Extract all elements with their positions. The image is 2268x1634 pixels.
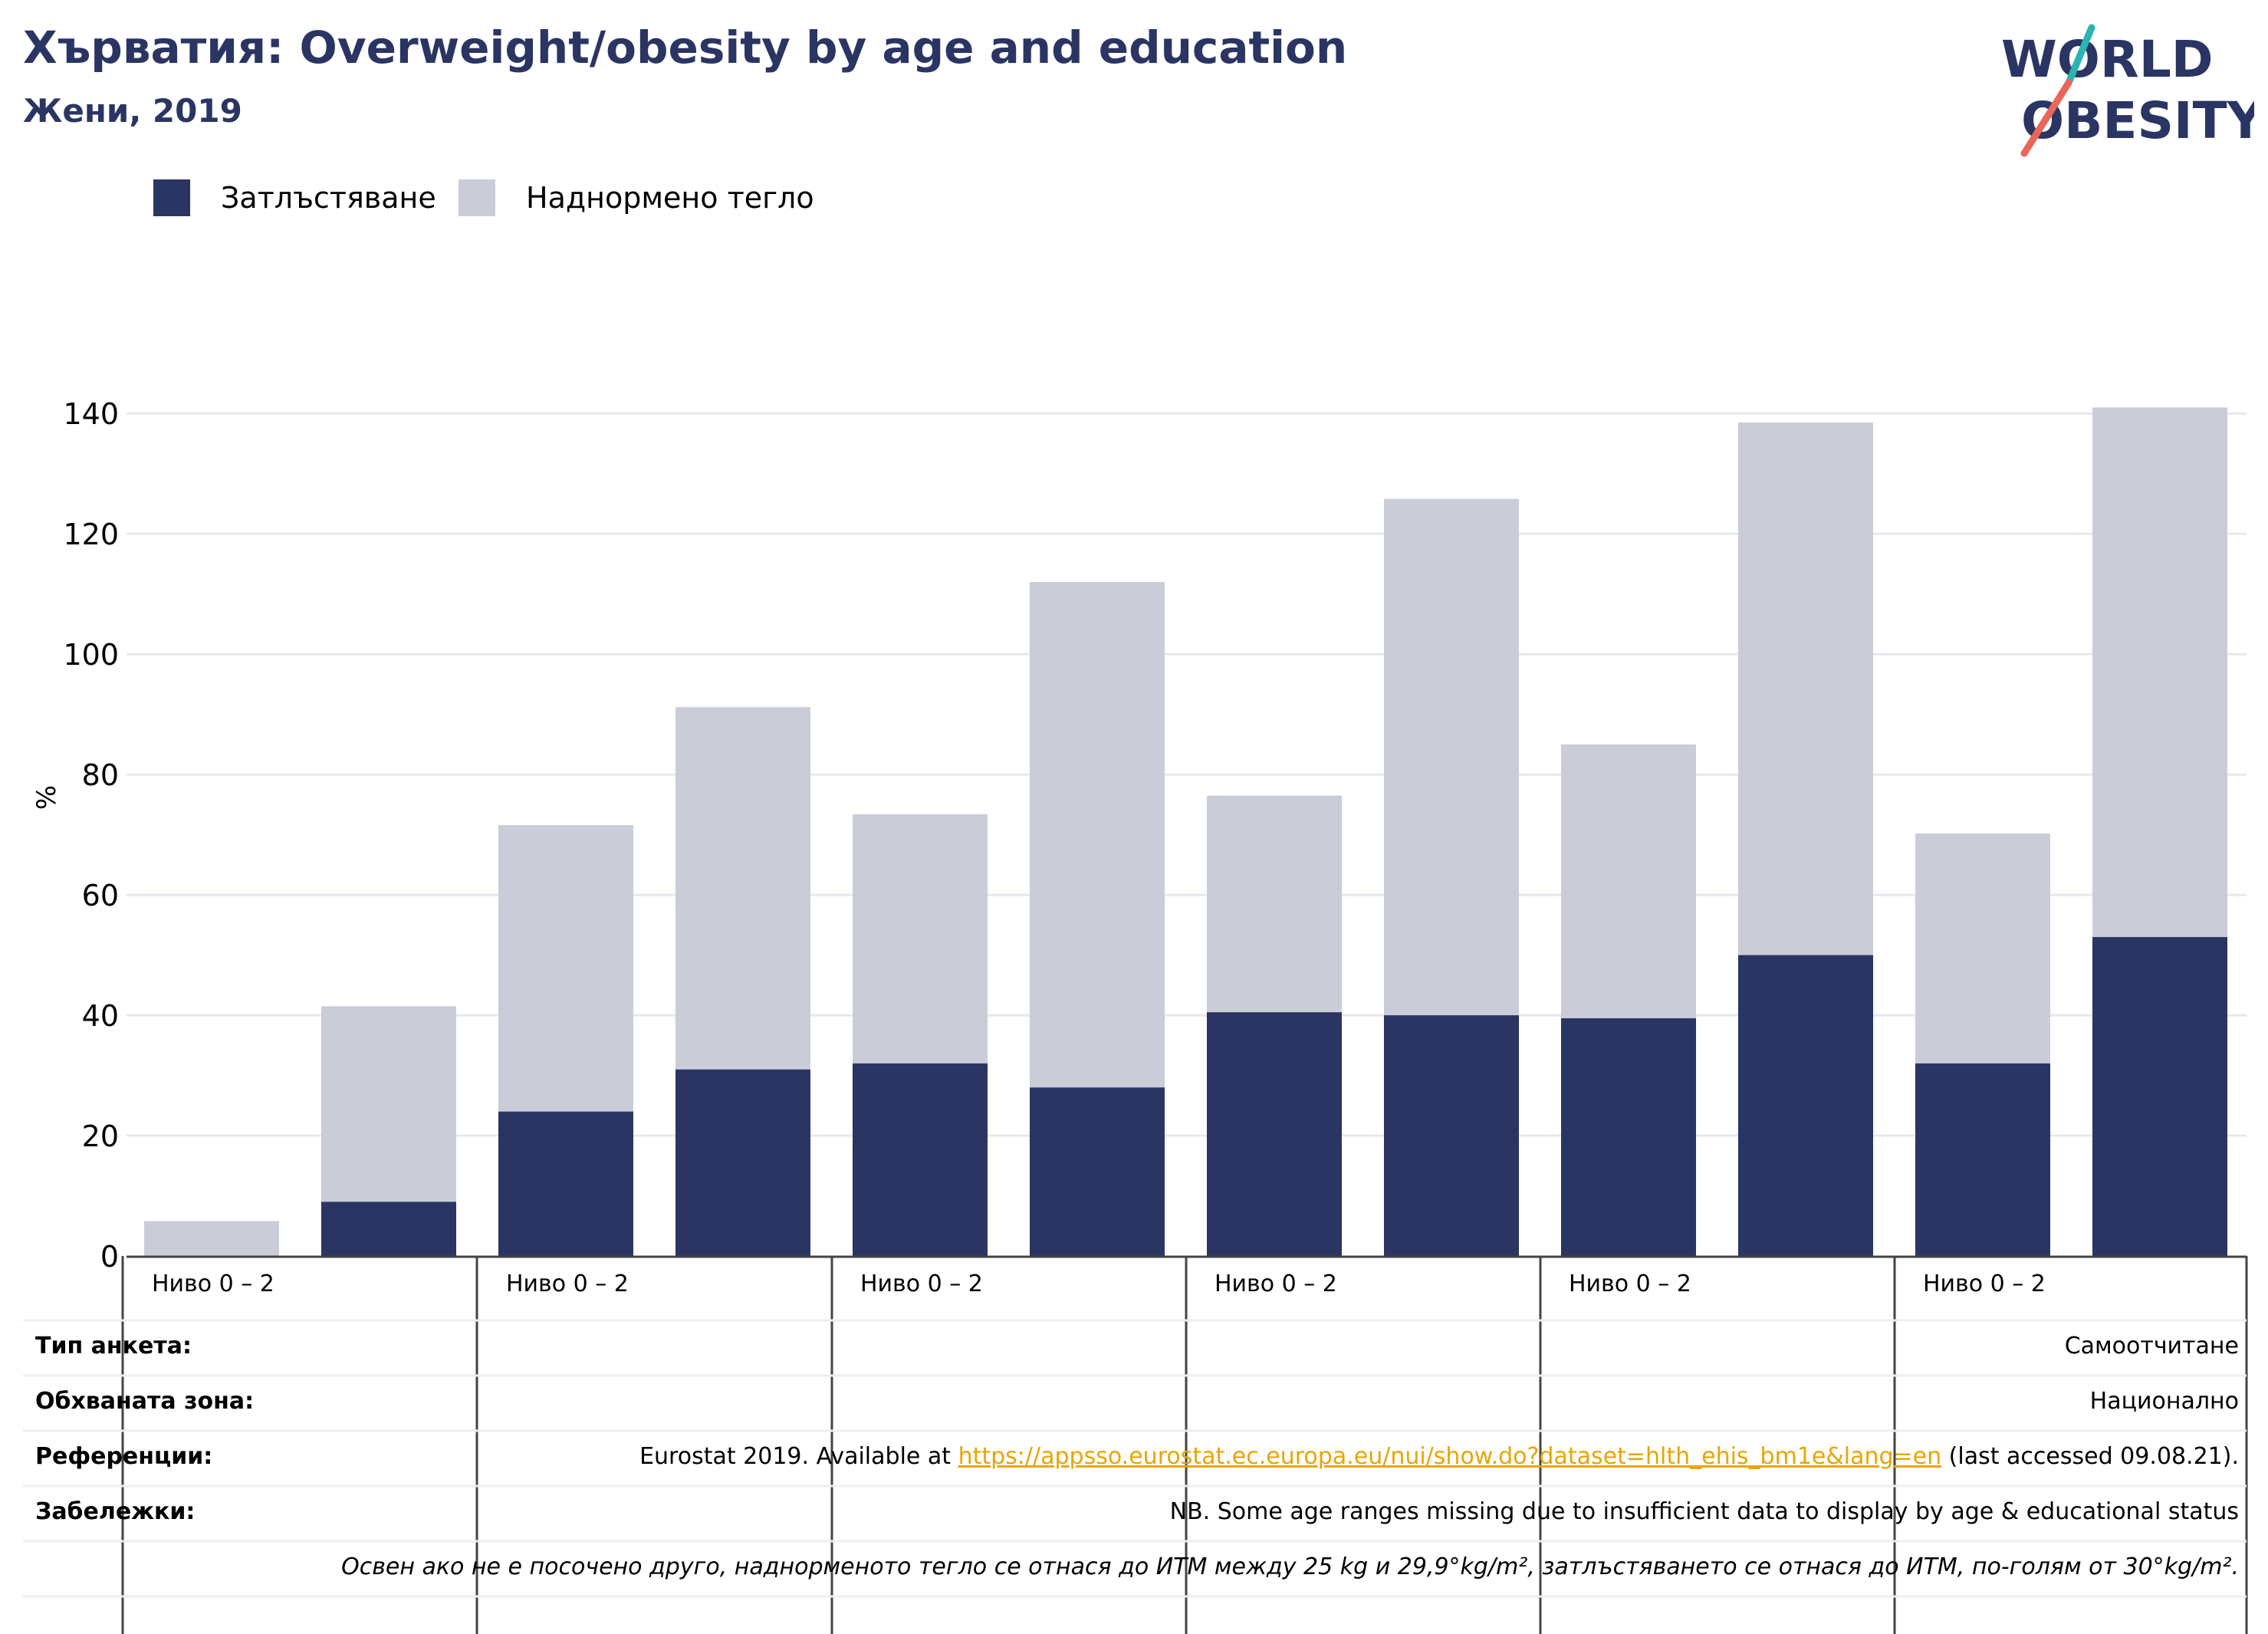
bar-overweight [1030, 581, 1165, 1088]
bar-obesity [675, 1069, 810, 1256]
x-group-label: Ниво 0 – 2 [860, 1271, 983, 1297]
reference-text: Eurostat 2019. Available at [639, 1443, 958, 1470]
y-tick-label: 20 [82, 1119, 119, 1153]
info-row-value: Eurostat 2019. Available at https://apps… [639, 1443, 2239, 1470]
x-group-label: Ниво 0 – 2 [152, 1271, 274, 1297]
info-row: Обхваната зона: Национално [23, 1376, 2247, 1431]
bar-overweight [1915, 833, 2050, 1064]
y-tick-label: 140 [63, 397, 119, 431]
bar-obesity [321, 1202, 456, 1256]
info-row-label: Референции: [35, 1443, 213, 1470]
bar-obesity [498, 1111, 633, 1256]
logo-slash-teal [2065, 24, 2095, 87]
legend-swatch-overweight [459, 179, 495, 216]
info-row-label: Обхваната зона: [35, 1388, 255, 1415]
info-row-value: NB. Some age ranges missing due to insuf… [1169, 1498, 2239, 1525]
y-tick-label: 80 [82, 758, 119, 792]
bar-overweight [1384, 498, 1519, 1016]
x-group-label: Ниво 0 – 2 [506, 1271, 629, 1297]
x-group-label: Ниво 0 – 2 [1215, 1271, 1337, 1297]
bar-obesity [1207, 1012, 1342, 1256]
info-row-value: Самоотчитане [2064, 1333, 2239, 1359]
bar-obesity [1384, 1015, 1519, 1256]
y-tick-label: 0 [100, 1240, 119, 1274]
reference-link[interactable]: https://appsso.eurostat.ec.europa.eu/nui… [958, 1443, 1942, 1470]
reference-accessed-note: (last accessed 09.08.21). [1941, 1443, 2239, 1470]
bar-overweight [144, 1221, 279, 1256]
chart-subtitle: Жени, 2019 [23, 92, 242, 130]
legend-swatch-obesity [153, 179, 190, 216]
info-row: Референции: Eurostat 2019. Available at h… [23, 1431, 2247, 1486]
logo-slash-coral [2020, 79, 2072, 157]
info-row-value: Национално [2089, 1388, 2239, 1415]
bar-overweight [1738, 422, 1873, 955]
info-row: Тип анкета: Самоотчитане [23, 1320, 2247, 1376]
y-tick-label: 100 [63, 638, 119, 672]
info-row: Забележки: NB. Some age ranges missing du… [23, 1486, 2247, 1541]
info-row-value: Освен ако не е посочено друго, наднормен… [341, 1553, 2239, 1580]
legend-label-obesity: Затлъстяване [221, 181, 436, 215]
bar-obesity [1915, 1063, 2050, 1256]
x-group-label: Ниво 0 – 2 [1923, 1271, 2046, 1297]
bar-overweight [2092, 407, 2227, 938]
info-row: Освен ако не е посочено друго, наднормен… [23, 1541, 2247, 1596]
bar-obesity [1030, 1087, 1165, 1256]
y-axis-label: % [31, 785, 62, 810]
bar-obesity [1561, 1018, 1696, 1256]
chart-title: Хърватия: Overweight/obesity by age and … [23, 21, 1348, 74]
x-group-label: Ниво 0 – 2 [1569, 1271, 1691, 1297]
info-row-label: Тип анкета: [35, 1333, 192, 1359]
bar-overweight [498, 825, 633, 1112]
bar-obesity [2092, 937, 2227, 1256]
bar-obesity [853, 1063, 988, 1256]
y-tick-label: 40 [82, 999, 119, 1033]
y-tick-label: 60 [82, 879, 119, 912]
bar-overweight [675, 707, 810, 1070]
world-obesity-logo: WORLD OBESITY [2001, 24, 2254, 157]
bar-overweight [853, 814, 988, 1064]
bar-overweight [321, 1006, 456, 1202]
bar-overweight [1561, 744, 1696, 1018]
bar-obesity [1738, 955, 1873, 1256]
y-tick-label: 120 [63, 518, 119, 551]
legend-label-overweight: Наднормено тегло [526, 181, 814, 215]
bar-overweight [1207, 795, 1342, 1013]
info-row-label: Забележки: [35, 1498, 196, 1525]
logo-word-world: WORLD [2001, 30, 2214, 89]
